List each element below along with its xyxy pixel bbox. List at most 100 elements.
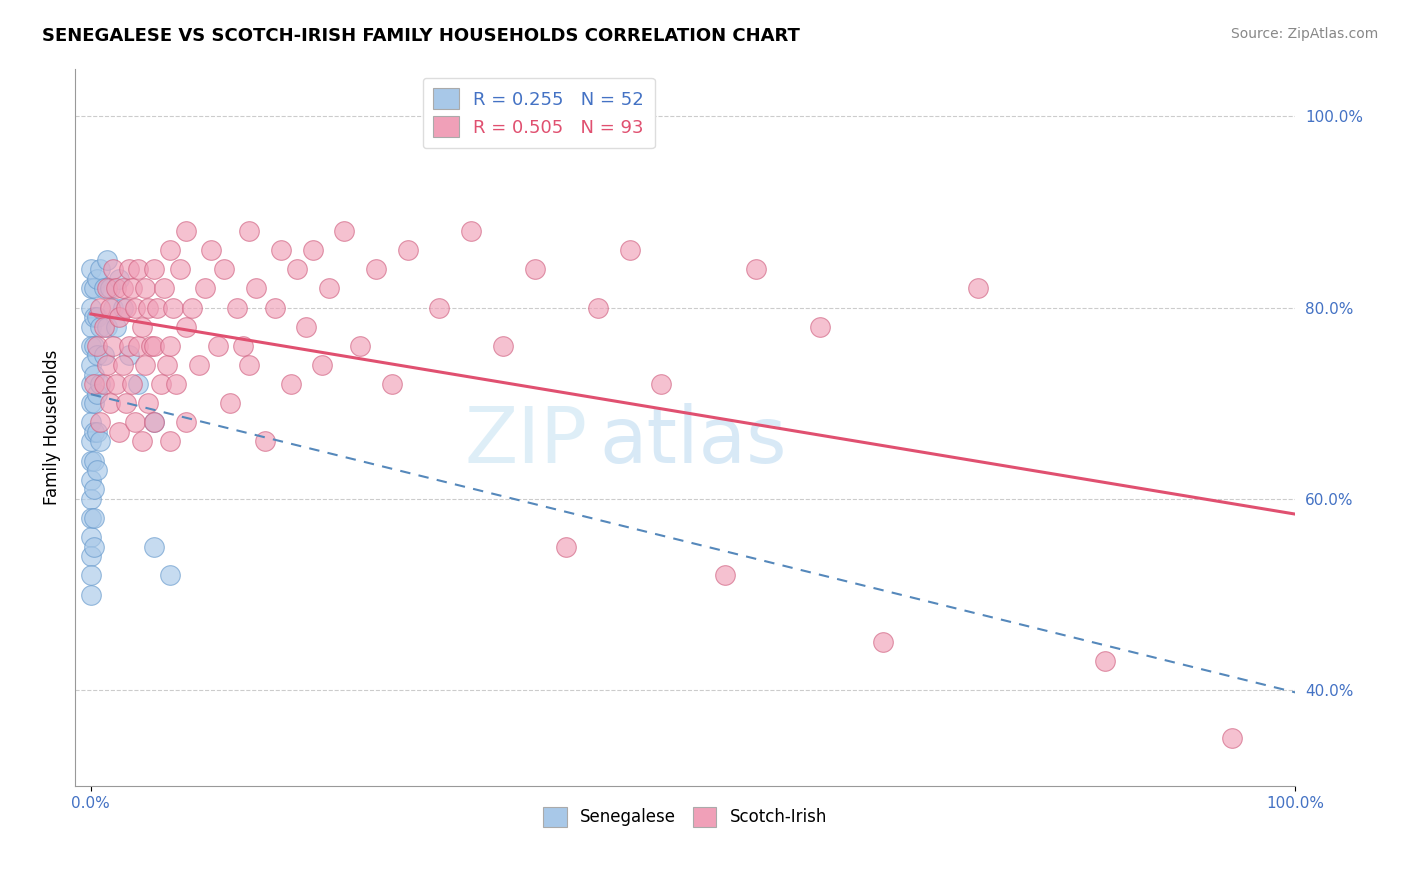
Point	[80, 319, 103, 334]
Point	[86, 463, 108, 477]
Point	[285, 262, 308, 277]
Point	[86, 310, 108, 325]
Point	[136, 301, 159, 315]
Point	[80, 511, 103, 525]
Point	[89, 262, 111, 277]
Point	[83, 339, 105, 353]
Point	[169, 262, 191, 277]
Legend: Senegalese, Scotch-Irish: Senegalese, Scotch-Irish	[536, 799, 835, 835]
Point	[159, 434, 181, 449]
Point	[96, 281, 118, 295]
Point	[118, 339, 141, 353]
Point	[159, 568, 181, 582]
Point	[280, 377, 302, 392]
Point	[80, 262, 103, 277]
Point	[80, 281, 103, 295]
Point	[89, 416, 111, 430]
Point	[586, 301, 609, 315]
Point	[650, 377, 672, 392]
Text: Source: ZipAtlas.com: Source: ZipAtlas.com	[1230, 27, 1378, 41]
Point	[238, 224, 260, 238]
Point	[159, 244, 181, 258]
Point	[80, 416, 103, 430]
Point	[146, 301, 169, 315]
Point	[96, 319, 118, 334]
Point	[80, 339, 103, 353]
Point	[1220, 731, 1243, 745]
Text: SENEGALESE VS SCOTCH-IRISH FAMILY HOUSEHOLDS CORRELATION CHART: SENEGALESE VS SCOTCH-IRISH FAMILY HOUSEH…	[42, 27, 800, 45]
Point	[194, 281, 217, 295]
Point	[108, 272, 131, 286]
Point	[745, 262, 768, 277]
Point	[105, 377, 128, 392]
Point	[270, 244, 292, 258]
Point	[131, 434, 153, 449]
Point	[127, 377, 149, 392]
Point	[225, 301, 247, 315]
Point	[114, 301, 136, 315]
Point	[93, 348, 115, 362]
Point	[364, 262, 387, 277]
Point	[124, 301, 146, 315]
Point	[83, 377, 105, 392]
Point	[492, 339, 515, 353]
Point	[318, 281, 340, 295]
Point	[333, 224, 356, 238]
Point	[89, 434, 111, 449]
Point	[111, 301, 134, 315]
Point	[101, 262, 124, 277]
Point	[83, 425, 105, 439]
Point	[232, 339, 254, 353]
Point	[80, 473, 103, 487]
Point	[139, 339, 162, 353]
Point	[263, 301, 285, 315]
Point	[143, 540, 166, 554]
Point	[96, 358, 118, 372]
Point	[311, 358, 333, 372]
Point	[80, 377, 103, 392]
Point	[174, 416, 197, 430]
Point	[713, 568, 735, 582]
Point	[96, 252, 118, 267]
Point	[181, 301, 204, 315]
Point	[131, 319, 153, 334]
Point	[349, 339, 371, 353]
Text: atlas: atlas	[600, 403, 787, 480]
Point	[101, 301, 124, 315]
Point	[80, 301, 103, 315]
Point	[429, 301, 451, 315]
Point	[93, 281, 115, 295]
Point	[555, 540, 578, 554]
Point	[200, 244, 222, 258]
Point	[143, 416, 166, 430]
Point	[83, 540, 105, 554]
Point	[254, 434, 277, 449]
Text: ZIP: ZIP	[464, 403, 588, 480]
Point	[89, 301, 111, 315]
Point	[165, 377, 187, 392]
Point	[80, 396, 103, 410]
Point	[89, 377, 111, 392]
Point	[118, 262, 141, 277]
Point	[80, 530, 103, 544]
Point	[174, 319, 197, 334]
Point	[80, 434, 103, 449]
Point	[127, 339, 149, 353]
Point	[381, 377, 404, 392]
Point	[152, 281, 174, 295]
Point	[83, 511, 105, 525]
Point	[245, 281, 267, 295]
Point	[174, 224, 197, 238]
Point	[219, 396, 242, 410]
Point	[86, 272, 108, 286]
Point	[105, 281, 128, 295]
Point	[143, 339, 166, 353]
Point	[212, 262, 235, 277]
Point	[118, 348, 141, 362]
Point	[238, 358, 260, 372]
Point	[134, 281, 156, 295]
Point	[111, 281, 134, 295]
Point	[80, 453, 103, 467]
Point	[80, 491, 103, 506]
Point	[86, 339, 108, 353]
